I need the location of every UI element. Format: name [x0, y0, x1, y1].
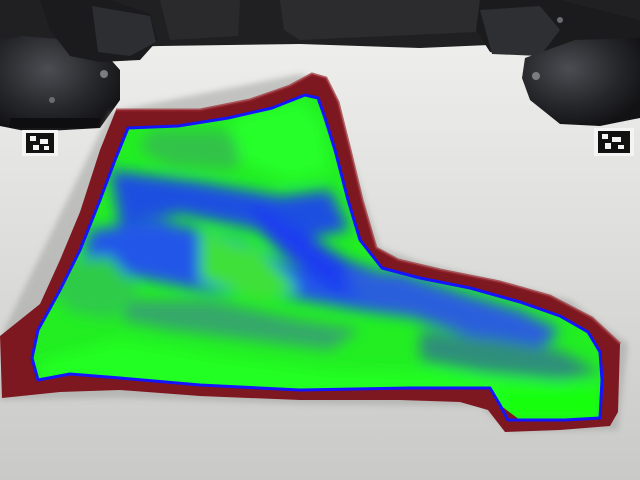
robot-left-plate: [10, 118, 100, 128]
robot-left-bolt-icon: [100, 70, 108, 78]
robot-right-bolt-icon: [532, 72, 540, 80]
fiducial-marker-left-icon: [22, 130, 58, 156]
cloth-border-highlight: [116, 72, 622, 346]
robot-right: [476, 0, 640, 126]
robot-right-joint: [480, 6, 560, 56]
robot-left: [0, 0, 158, 132]
robot-left-joint: [92, 6, 156, 56]
robot-right-bolt-icon: [557, 17, 563, 23]
background-object-right: [280, 0, 480, 40]
robot-left-bolt-icon: [49, 97, 55, 103]
robot-right-base: [522, 38, 640, 126]
background-object-left: [160, 0, 240, 40]
fiducial-marker-right-icon: [594, 128, 634, 156]
cloth-contour: [30, 93, 604, 422]
